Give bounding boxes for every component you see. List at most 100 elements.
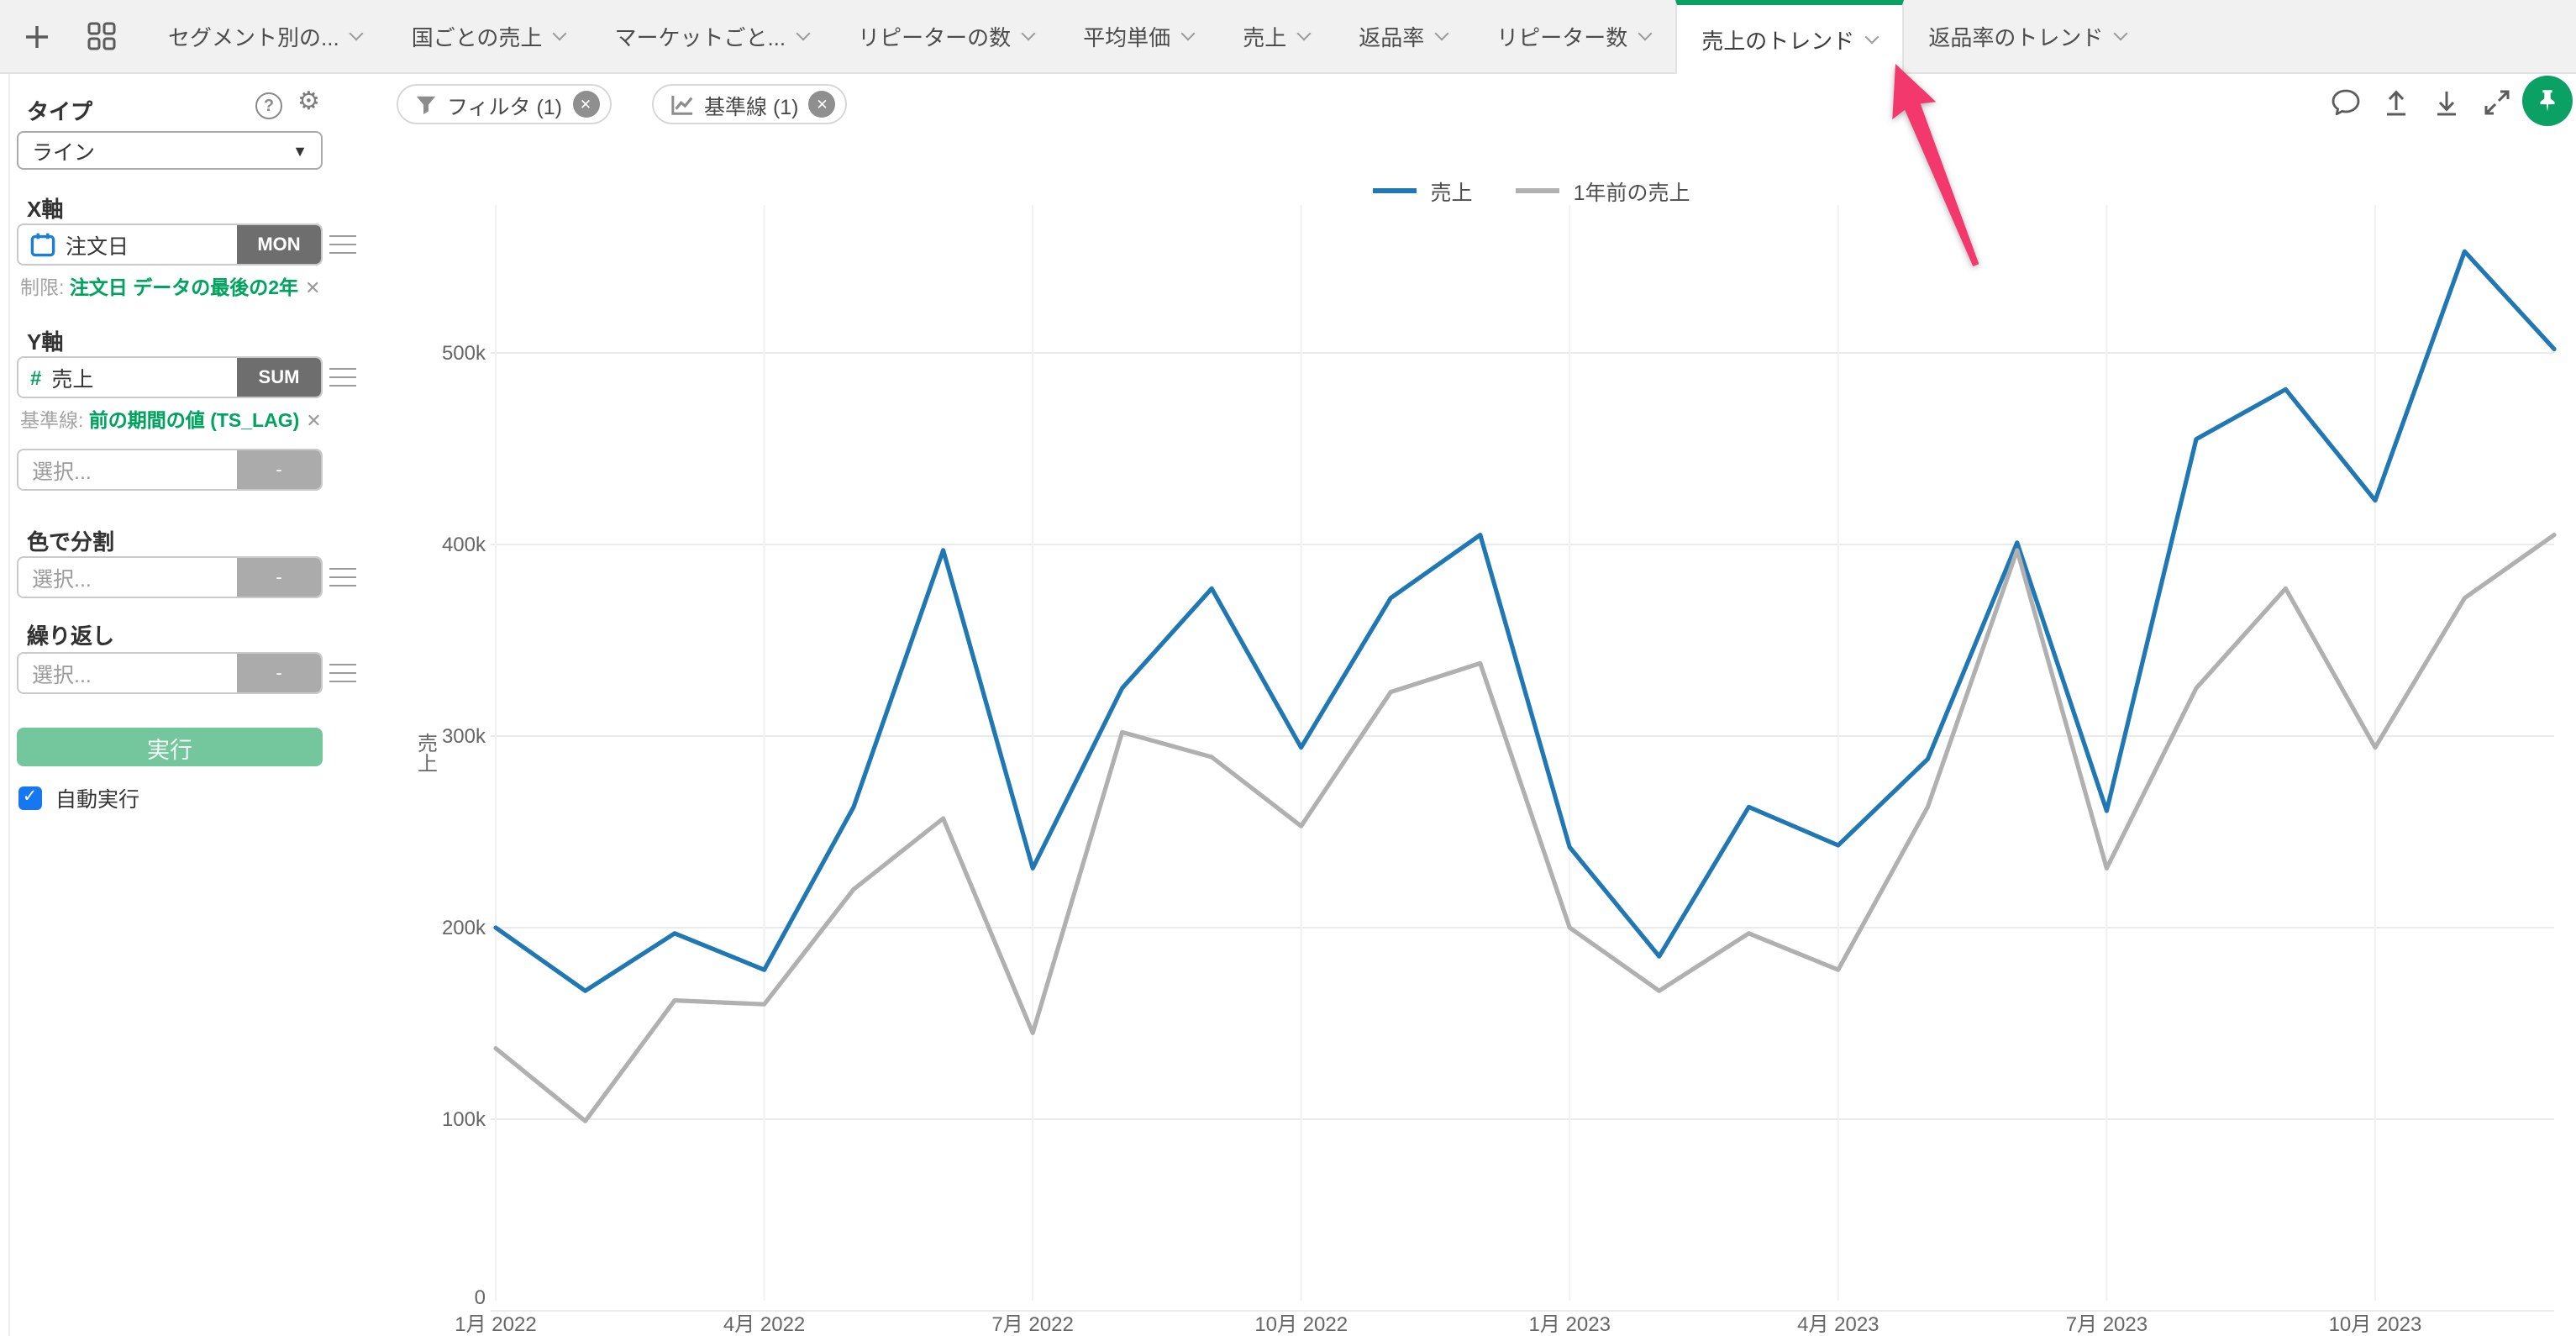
legend-label-sales-last-year: 1年前の売上 bbox=[1573, 181, 1690, 205]
numeric-hash-icon: # bbox=[30, 366, 42, 389]
chart-panel: フィルタ (1) 基準線 (1) bbox=[383, 74, 2576, 1336]
remove-baseline-icon[interactable] bbox=[306, 412, 321, 432]
y-axis-agg-badge[interactable]: SUM bbox=[237, 358, 321, 397]
chevron-down-icon bbox=[1180, 25, 1195, 40]
grid-icon bbox=[87, 22, 115, 50]
svg-text:1月 2022: 1月 2022 bbox=[455, 1313, 536, 1336]
run-button[interactable]: 実行 bbox=[17, 728, 323, 766]
tab-10[interactable]: 返品率のトレンド bbox=[1903, 0, 2150, 72]
chevron-down-icon bbox=[551, 25, 566, 40]
repeat-select[interactable]: 選択... - bbox=[17, 652, 323, 694]
chevron-down-icon bbox=[1637, 25, 1652, 40]
svg-text:7月 2022: 7月 2022 bbox=[991, 1313, 1073, 1336]
svg-text:10月 2023: 10月 2023 bbox=[2329, 1313, 2422, 1336]
tab-label: 平均単価 bbox=[1083, 25, 1171, 50]
color-section-label: 色で分割 bbox=[27, 529, 115, 555]
tab-label: リピーター数 bbox=[1496, 25, 1628, 50]
y-axis-title: 売上 bbox=[415, 733, 439, 773]
tab-label: 売上 bbox=[1243, 25, 1287, 50]
chevron-down-icon bbox=[349, 25, 364, 40]
dashboard-grid-button[interactable] bbox=[82, 18, 119, 55]
legend-item-sales-last-year[interactable]: 1年前の売上 bbox=[1516, 175, 1690, 207]
svg-text:300k: 300k bbox=[442, 725, 486, 748]
tab-label: 返品率 bbox=[1359, 25, 1425, 50]
chart-type-select[interactable]: ライン ▼ bbox=[17, 131, 323, 170]
repeat-drag-handle[interactable] bbox=[329, 664, 356, 682]
x-axis-field[interactable]: 注文日 MON bbox=[17, 224, 323, 266]
chart-config-sidebar: タイプ ? ⚙ ライン ▼ X軸 注文日 MON 制限: 注文日 データの最後の… bbox=[0, 74, 383, 1336]
y-axis-field[interactable]: # 売上 SUM bbox=[17, 356, 323, 398]
chart-legend: 売上 1年前の売上 bbox=[496, 175, 2568, 207]
filter-pill-label: フィルタ (1) bbox=[447, 95, 563, 118]
legend-swatch-sales-last-year bbox=[1516, 188, 1560, 193]
remove-filter-icon[interactable] bbox=[572, 91, 600, 118]
auto-run-toggle[interactable]: 自動実行 bbox=[18, 781, 139, 813]
tab-6[interactable]: 売上 bbox=[1217, 0, 1333, 72]
tab-7[interactable]: 返品率 bbox=[1333, 0, 1471, 72]
sidebar-divider bbox=[8, 74, 10, 1336]
baseline-pill-label: 基準線 (1) bbox=[704, 95, 799, 118]
filter-pill[interactable]: フィルタ (1) bbox=[397, 84, 612, 124]
upload-icon bbox=[2387, 90, 2405, 116]
tab-8[interactable]: リピーター数 bbox=[1471, 0, 1674, 72]
y-axis-extra-select[interactable]: 選択... - bbox=[17, 449, 323, 491]
pushpin-icon bbox=[2540, 90, 2555, 112]
baseline-pill[interactable]: 基準線 (1) bbox=[652, 84, 848, 124]
svg-text:100k: 100k bbox=[442, 1108, 486, 1131]
tab-bar-actions bbox=[0, 0, 143, 72]
color-drag-handle[interactable] bbox=[329, 568, 356, 586]
tab-label: マーケットごと... bbox=[614, 25, 786, 50]
chevron-down-icon bbox=[2112, 25, 2127, 40]
x-axis-constraint: 制限: 注文日 データの最後の2年 bbox=[20, 274, 320, 301]
svg-text:200k: 200k bbox=[442, 917, 486, 939]
constraint-value[interactable]: 注文日 データの最後の2年 bbox=[69, 279, 298, 299]
type-section-label: タイプ bbox=[27, 99, 93, 124]
baseline-value[interactable]: 前の期間の値 (TS_LAG) bbox=[88, 412, 300, 432]
tab-label: 国ごとの売上 bbox=[411, 25, 543, 50]
caret-down-icon: ▼ bbox=[292, 142, 308, 159]
svg-text:500k: 500k bbox=[442, 342, 486, 365]
publish-button[interactable] bbox=[2378, 84, 2415, 121]
chevron-down-icon bbox=[1020, 25, 1035, 40]
x-axis-drag-handle[interactable] bbox=[329, 235, 356, 254]
help-icon[interactable]: ? bbox=[255, 92, 282, 119]
chart-type-value: ライン bbox=[32, 141, 96, 165]
select-placeholder: 選択... bbox=[32, 568, 92, 592]
auto-run-checkbox[interactable] bbox=[18, 786, 42, 809]
tab-3[interactable]: マーケットごと... bbox=[589, 0, 833, 72]
chart-canvas[interactable]: 0 100k 200k 300k 400k 500k 1月 2022 4月 2022 7月 20… bbox=[383, 74, 2576, 1336]
x-axis-agg-badge[interactable]: MON bbox=[237, 225, 321, 264]
tab-4[interactable]: リピーターの数 bbox=[833, 0, 1058, 72]
baseline-prefix: 基準線: bbox=[20, 412, 84, 432]
svg-text:7月 2023: 7月 2023 bbox=[2066, 1313, 2148, 1336]
svg-text:1月 2023: 1月 2023 bbox=[1529, 1313, 1611, 1336]
tab-bar: セグメント別の... 国ごとの売上 マーケットごと... リピーターの数 平均単価 売上 返… bbox=[0, 0, 2576, 74]
remove-constraint-icon[interactable] bbox=[305, 279, 320, 299]
tab-1[interactable]: セグメント別の... bbox=[143, 0, 386, 72]
comment-button[interactable] bbox=[2327, 84, 2364, 121]
gear-icon[interactable]: ⚙ bbox=[297, 87, 320, 116]
add-chart-button[interactable] bbox=[18, 18, 55, 55]
y-axis-drag-handle[interactable] bbox=[329, 368, 356, 387]
legend-item-sales[interactable]: 売上 bbox=[1373, 175, 1473, 207]
remove-baseline-pill-icon[interactable] bbox=[808, 91, 836, 118]
tab-2[interactable]: 国ごとの売上 bbox=[386, 0, 590, 72]
plus-icon bbox=[26, 25, 48, 47]
chevron-down-icon bbox=[1433, 25, 1448, 40]
svg-text:10月 2022: 10月 2022 bbox=[1254, 1313, 1348, 1336]
select-placeholder: 選択... bbox=[32, 460, 92, 484]
tab-5[interactable]: 平均単価 bbox=[1058, 0, 1217, 72]
color-select[interactable]: 選択... - bbox=[17, 556, 323, 598]
expand-icon bbox=[2484, 90, 2510, 115]
legend-label-sales: 売上 bbox=[1430, 181, 1473, 205]
tab-9[interactable]: 売上のトレンド bbox=[1674, 0, 1904, 74]
pin-button[interactable] bbox=[2522, 76, 2573, 126]
expand-button[interactable] bbox=[2479, 84, 2516, 121]
tab-list: セグメント別の... 国ごとの売上 マーケットごと... リピーターの数 平均単価 売上 返… bbox=[143, 0, 2150, 74]
tab-label: 売上のトレンド bbox=[1701, 29, 1855, 54]
x-axis-section-label: X軸 bbox=[27, 197, 64, 222]
download-button[interactable] bbox=[2428, 84, 2465, 121]
y-axis-baseline: 基準線: 前の期間の値 (TS_LAG) bbox=[20, 407, 322, 434]
chart-toolbar bbox=[2327, 84, 2516, 121]
